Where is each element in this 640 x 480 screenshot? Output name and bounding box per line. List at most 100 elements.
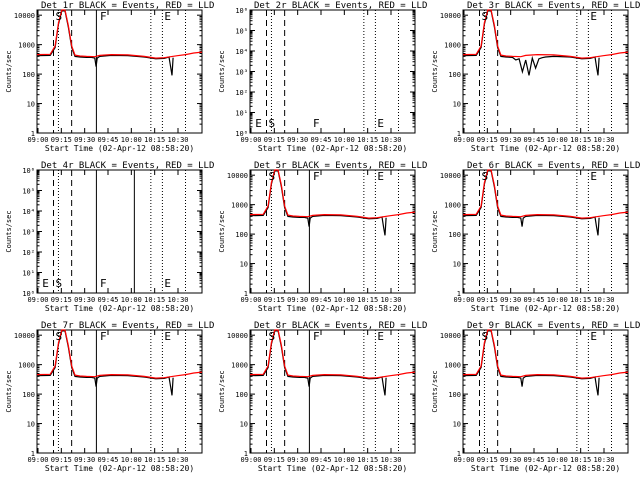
marker-label: S [269, 330, 276, 343]
panel-title: Det 5r BLACK = Events, RED = LLD [254, 161, 427, 171]
x-tick-label: 09:00 [240, 296, 261, 304]
x-tick-label: 09:15 [264, 456, 285, 464]
y-tick-label: 1 [457, 130, 461, 138]
y-tick-label: 1000 [444, 202, 461, 210]
y-tick-label: 10⁴ [235, 48, 248, 56]
x-tick-label: 09:00 [27, 456, 48, 464]
marker-label: S [269, 170, 276, 183]
y-tick-label: 100 [235, 231, 248, 239]
x-tick-label: 09:45 [310, 136, 331, 144]
y-tick-label: 1000 [444, 362, 461, 370]
x-tick-label: 10:30 [167, 456, 188, 464]
y-tick-label: 100 [448, 231, 461, 239]
x-tick-label: 09:15 [264, 296, 285, 304]
marker-label: E [42, 277, 49, 290]
marker-label: E [164, 330, 171, 343]
y-tick-label: 1000 [18, 42, 35, 50]
y-tick-label: 10 [27, 421, 35, 429]
x-tick-label: 09:15 [51, 296, 72, 304]
x-tick-label: 10:15 [144, 456, 165, 464]
series-lld-line [36, 329, 203, 379]
x-axis-label: Start Time (02-Apr-12 08:58:20) [258, 144, 407, 153]
y-tick-label: 10 [240, 421, 248, 429]
panel-8: Det 8r BLACK = Events, RED = LLD 1 10 100 10… [218, 321, 427, 473]
y-tick-label: 100 [22, 71, 35, 79]
panel-title: Det 7r BLACK = Events, RED = LLD [41, 321, 214, 331]
x-tick-label: 09:15 [477, 296, 498, 304]
y-tick-label: 1000 [444, 42, 461, 50]
y-axis-label: Counts/sec [218, 50, 226, 92]
panel-7: Det 7r BLACK = Events, RED = LLD 1 10 100 10… [5, 321, 214, 473]
x-axis-label: Start Time (02-Apr-12 08:58:20) [258, 464, 407, 473]
y-tick-label: 1000 [18, 362, 35, 370]
x-tick-label: 09:45 [97, 296, 118, 304]
x-tick-label: 09:45 [310, 296, 331, 304]
y-tick-label: 10² [22, 249, 35, 257]
x-tick-label: 10:00 [121, 136, 142, 144]
x-tick-label: 10:15 [570, 296, 591, 304]
series-events-line [462, 10, 600, 76]
marker-label: S [269, 117, 276, 130]
y-axis-label: Counts/sec [5, 210, 13, 252]
plot-frame [249, 329, 416, 454]
x-tick-label: 10:15 [570, 136, 591, 144]
plot-frame [462, 329, 629, 454]
y-tick-label: 10⁵ [235, 28, 248, 36]
x-axis-label: Start Time (02-Apr-12 08:58:20) [471, 464, 620, 473]
y-tick-label: 10 [240, 261, 248, 269]
x-tick-label: 09:00 [453, 296, 474, 304]
panel-title: Det 2r BLACK = Events, RED = LLD [254, 1, 427, 11]
marker-label: E [164, 10, 171, 23]
x-tick-label: 09:15 [477, 136, 498, 144]
y-tick-label: 10 [453, 101, 461, 109]
x-axis-label: Start Time (02-Apr-12 08:58:20) [258, 304, 407, 313]
marker-label: E [164, 277, 171, 290]
y-axis-label: Counts/sec [218, 370, 226, 412]
marker-label: E [377, 330, 384, 343]
x-tick-label: 09:30 [287, 136, 308, 144]
marker-label: F [313, 330, 320, 343]
marker-label: F [313, 170, 320, 183]
x-tick-label: 10:00 [547, 296, 568, 304]
x-tick-label: 10:00 [121, 296, 142, 304]
x-tick-label: 10:15 [144, 136, 165, 144]
x-tick-label: 09:15 [51, 456, 72, 464]
y-tick-label: 10⁰ [235, 130, 248, 138]
marker-label: S [56, 330, 63, 343]
x-tick-label: 10:00 [547, 136, 568, 144]
x-tick-label: 10:00 [334, 136, 355, 144]
y-tick-label: 10000 [227, 332, 248, 340]
y-tick-label: 1 [244, 450, 248, 458]
plot-frame [462, 169, 629, 294]
y-tick-label: 1000 [231, 202, 248, 210]
y-tick-label: 10¹ [235, 110, 248, 118]
plot-frame [36, 169, 203, 294]
x-axis-label: Start Time (02-Apr-12 08:58:20) [45, 144, 194, 153]
series-lld-line [462, 329, 629, 379]
marker-label: F [313, 117, 320, 130]
marker-label: E [377, 117, 384, 130]
x-tick-label: 09:30 [500, 136, 521, 144]
panel-6: Det 6r BLACK = Events, RED = LLD 1 10 100 10… [431, 161, 640, 313]
y-tick-label: 1 [457, 450, 461, 458]
panel-title: Det 1r BLACK = Events, RED = LLD [41, 1, 214, 11]
plot-frame [36, 9, 203, 134]
x-tick-label: 09:30 [500, 456, 521, 464]
y-tick-label: 10 [27, 101, 35, 109]
y-tick-label: 10 [453, 261, 461, 269]
panel-title: Det 4r BLACK = Events, RED = LLD [41, 161, 214, 171]
y-axis-label: Counts/sec [431, 210, 439, 252]
y-tick-label: 10⁴ [22, 208, 35, 216]
plot-frame [36, 329, 203, 454]
x-tick-label: 09:45 [523, 136, 544, 144]
y-tick-label: 100 [448, 71, 461, 79]
y-tick-label: 10000 [440, 172, 461, 180]
x-tick-label: 10:30 [380, 136, 401, 144]
x-axis-label: Start Time (02-Apr-12 08:58:20) [45, 304, 194, 313]
y-tick-label: 1000 [231, 362, 248, 370]
marker-label: E [590, 330, 597, 343]
y-axis-label: Counts/sec [5, 50, 13, 92]
panel-1: Det 1r BLACK = Events, RED = LLD 1 10 100 10… [5, 1, 214, 153]
x-tick-label: 09:45 [97, 456, 118, 464]
y-tick-label: 10000 [227, 172, 248, 180]
